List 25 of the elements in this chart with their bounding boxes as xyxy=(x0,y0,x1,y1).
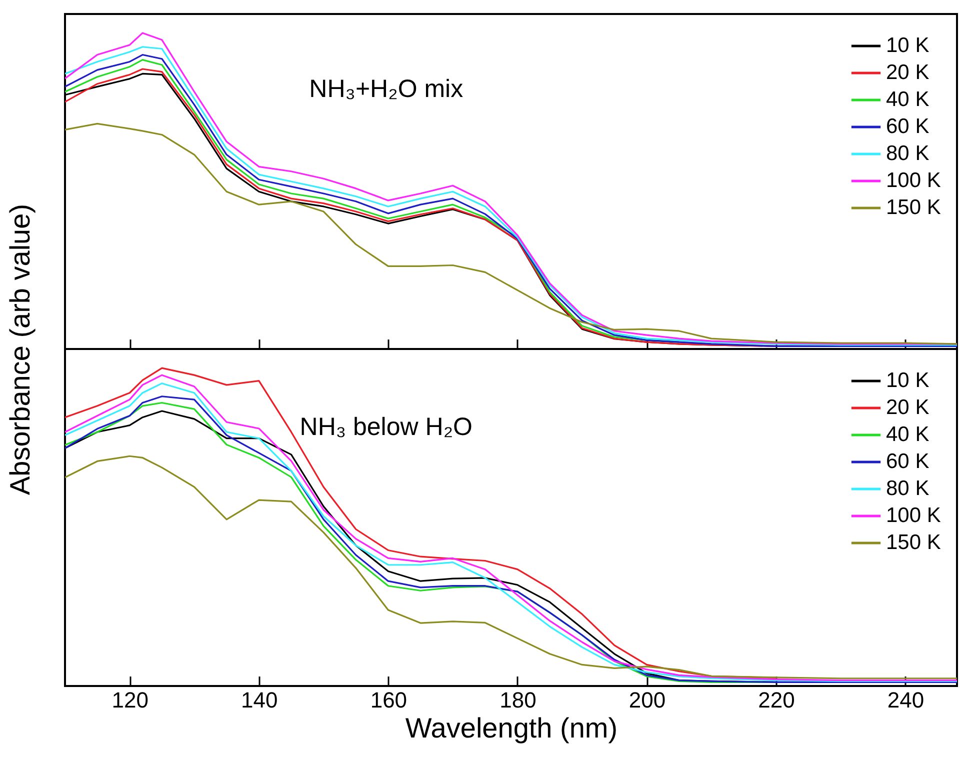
x-tick-label: 180 xyxy=(500,688,536,712)
legend-label: 20 K xyxy=(886,61,930,84)
legend-label: 150 K xyxy=(886,531,941,554)
legend-label: 100 K xyxy=(886,504,941,527)
legend-label: 20 K xyxy=(886,396,930,419)
x-tick-label: 120 xyxy=(112,688,148,712)
legend-label: 60 K xyxy=(886,450,930,473)
legend-label: 40 K xyxy=(886,423,930,446)
legend-label: 10 K xyxy=(886,369,930,392)
x-tick-label: 220 xyxy=(758,688,795,712)
legend-label: 150 K xyxy=(886,196,941,219)
x-tick-label: 200 xyxy=(628,688,666,712)
x-tick-label: 240 xyxy=(887,688,924,712)
x-axis-title: Wavelength (nm) xyxy=(405,712,618,744)
legend-label: 80 K xyxy=(886,142,930,165)
legend-label: 10 K xyxy=(886,34,930,57)
text: NH₃ below H₂O xyxy=(300,413,472,441)
y-axis-title: Absorbance (arb value) xyxy=(4,204,36,496)
text: NH₃+H₂O mix xyxy=(309,75,464,103)
legend-label: 80 K xyxy=(886,477,930,500)
x-tick-label: 140 xyxy=(241,688,278,712)
legend-label: 100 K xyxy=(886,169,941,192)
legend-label: 40 K xyxy=(886,88,930,111)
legend-label: 60 K xyxy=(886,115,930,138)
x-tick-label: 160 xyxy=(370,688,408,712)
